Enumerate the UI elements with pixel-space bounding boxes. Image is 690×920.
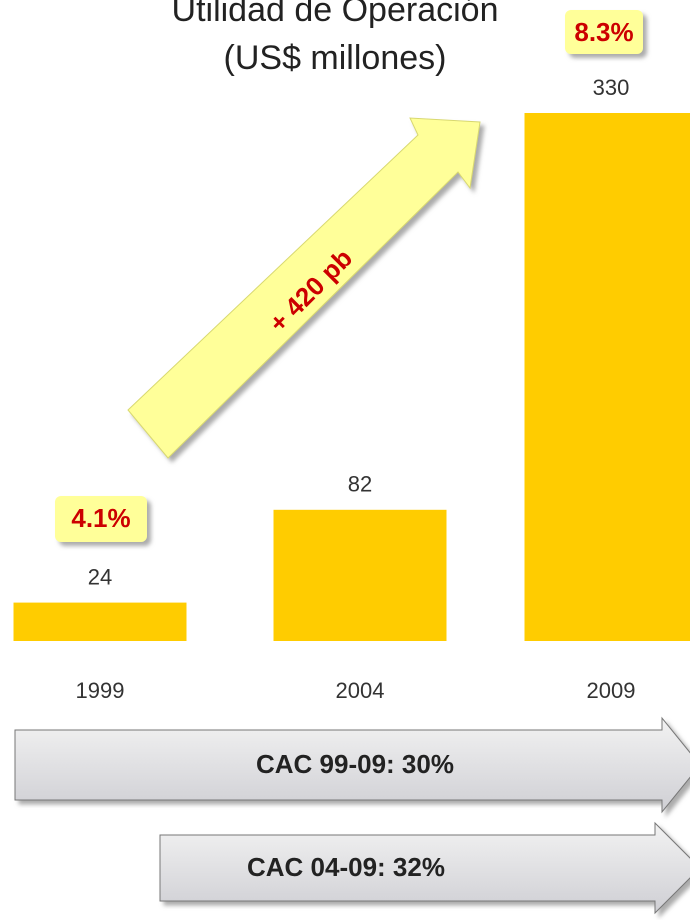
data-label: 330 bbox=[593, 75, 630, 100]
annotation-box bbox=[55, 496, 147, 542]
cagr-arrow bbox=[159, 821, 690, 915]
bar bbox=[524, 113, 690, 641]
data-label: 82 bbox=[348, 472, 372, 497]
x-tick-label: 1999 bbox=[76, 678, 125, 703]
annotation-box bbox=[565, 10, 643, 54]
cagr-arrow bbox=[14, 716, 690, 814]
bar bbox=[273, 509, 447, 641]
growth-arrow bbox=[127, 117, 481, 459]
x-tick-label: 2009 bbox=[587, 678, 636, 703]
chart-subtitle: (US$ millones) bbox=[224, 39, 447, 77]
annotation: CAC 04-09: 32% bbox=[247, 852, 445, 882]
annotation: 8.3% bbox=[574, 17, 633, 47]
annotation: 4.1% bbox=[71, 503, 130, 533]
data-label: 24 bbox=[88, 564, 112, 589]
annotation: CAC 99-09: 30% bbox=[256, 749, 454, 779]
chart-title: Utilidad de Operación bbox=[172, 0, 499, 29]
bar bbox=[13, 602, 187, 641]
x-tick-label: 2004 bbox=[336, 678, 385, 703]
